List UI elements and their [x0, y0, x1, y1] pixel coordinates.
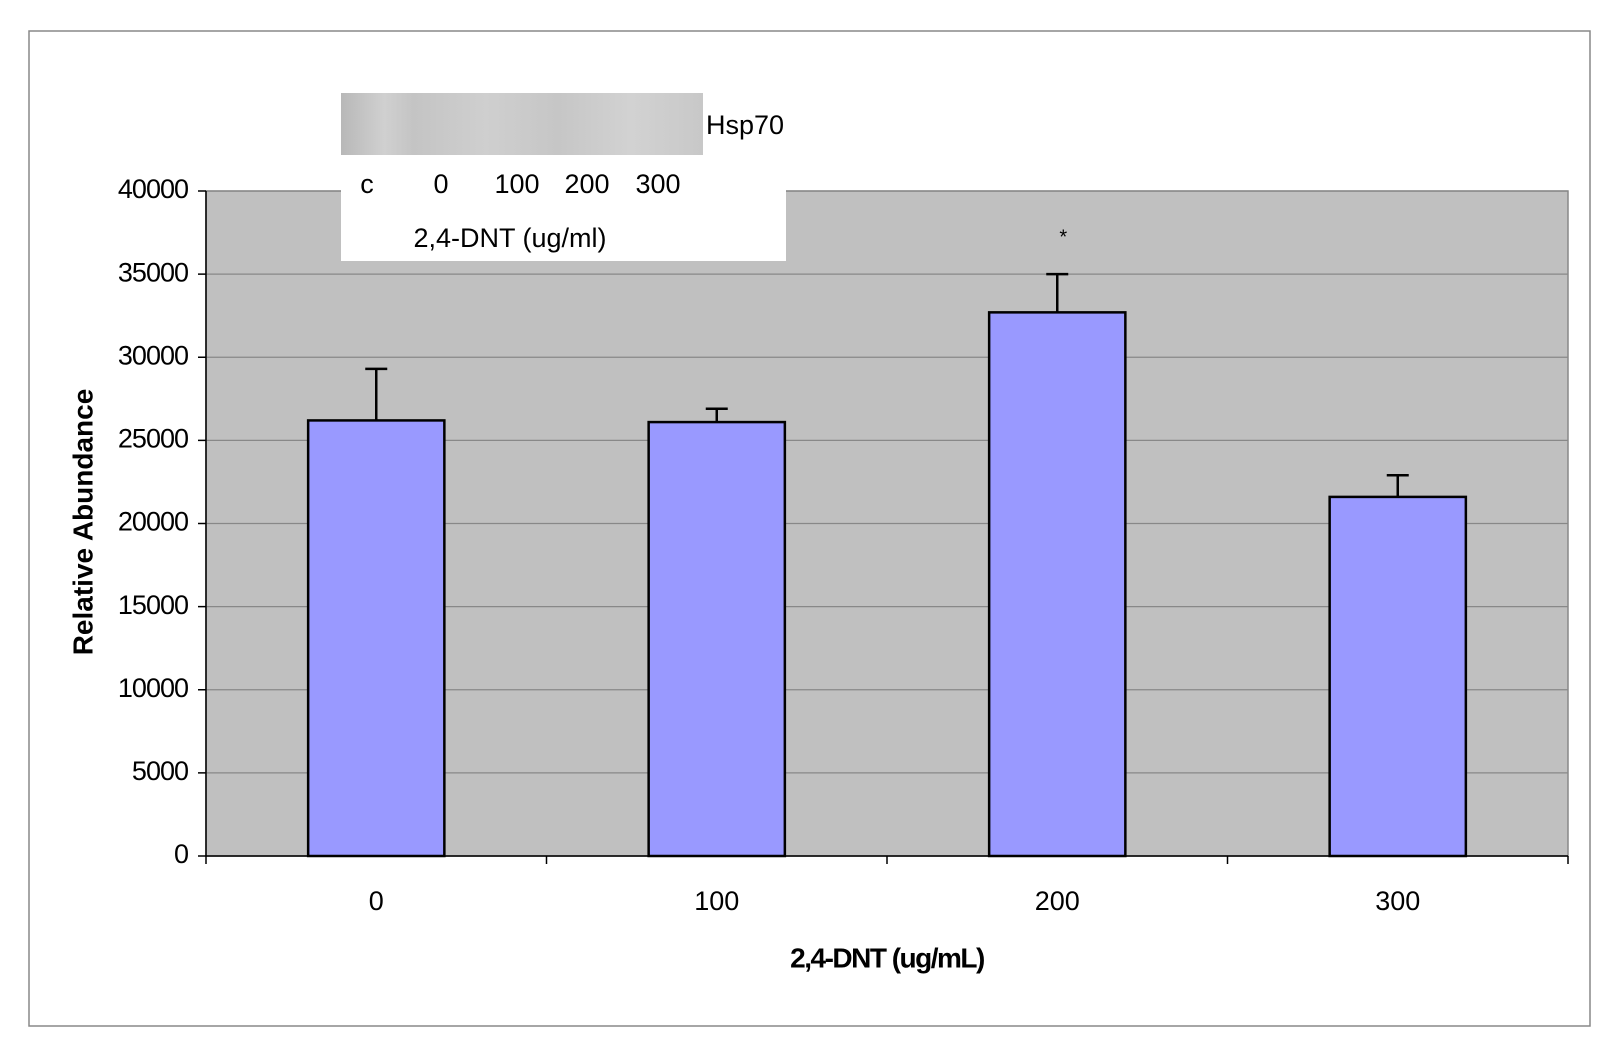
annotation: * [1059, 226, 1067, 248]
y-tick-label: 20000 [118, 507, 188, 537]
bar [987, 311, 1127, 858]
y-tick-label: 35000 [118, 257, 188, 287]
lane-label: 100 [494, 169, 539, 199]
y-tick-label: 40000 [118, 174, 188, 204]
plot-area: 0 5000 10000 15000 20000 25000 30000 35000 40000 [118, 174, 1569, 869]
lane-label: 200 [564, 169, 609, 199]
y-tick-label: 30000 [118, 340, 188, 370]
x-tick-label: 0 [369, 886, 384, 916]
y-tick-label: 15000 [118, 590, 188, 620]
y-tick-label: 25000 [118, 424, 188, 454]
x-axis-title: 2,4-DNT (ug/mL) [790, 942, 984, 973]
bar [306, 419, 446, 858]
y-tick-label: 10000 [118, 673, 188, 703]
y-tick-label: 0 [174, 839, 188, 869]
lane-label: 300 [635, 169, 680, 199]
x-tick-label: 100 [694, 886, 739, 916]
y-tick-label: 5000 [132, 756, 188, 786]
lane-label: c [360, 169, 374, 199]
bar [647, 420, 787, 858]
y-axis-title: Relative Abundance [67, 389, 98, 656]
lane-label: 0 [433, 169, 448, 199]
x-tick-label: 300 [1375, 886, 1420, 916]
inset-caption: 2,4-DNT (ug/ml) [413, 223, 606, 253]
blot-image [341, 93, 703, 155]
bar [1328, 495, 1468, 858]
inset-label: Hsp70 [706, 110, 784, 140]
x-tick-label: 200 [1035, 886, 1080, 916]
